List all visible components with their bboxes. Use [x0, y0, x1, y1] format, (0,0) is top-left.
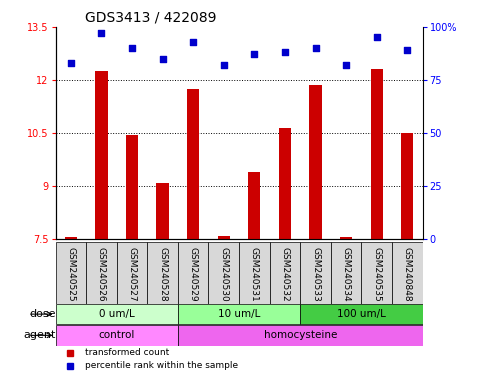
Text: 0 um/L: 0 um/L [99, 309, 135, 319]
Text: transformed count: transformed count [85, 348, 169, 357]
Text: GSM240527: GSM240527 [128, 247, 137, 301]
Text: control: control [99, 330, 135, 340]
Bar [126, 135, 138, 239]
FancyBboxPatch shape [392, 242, 423, 303]
Point [189, 39, 197, 45]
Point [373, 35, 381, 41]
Bar [370, 70, 383, 239]
Bar [65, 237, 77, 239]
Bar [310, 85, 322, 239]
FancyBboxPatch shape [300, 304, 423, 324]
Bar [218, 235, 230, 239]
Text: GSM240530: GSM240530 [219, 247, 228, 301]
FancyBboxPatch shape [178, 325, 423, 346]
Text: GSM240526: GSM240526 [97, 247, 106, 301]
FancyBboxPatch shape [56, 325, 178, 346]
Text: GSM240534: GSM240534 [341, 247, 351, 301]
FancyBboxPatch shape [178, 304, 300, 324]
Bar [95, 71, 108, 239]
Bar [248, 172, 260, 239]
Point [312, 45, 319, 51]
Text: agent: agent [23, 330, 56, 340]
FancyBboxPatch shape [331, 242, 361, 303]
Text: GSM240525: GSM240525 [66, 247, 75, 301]
Text: GSM240528: GSM240528 [158, 247, 167, 301]
Bar [187, 89, 199, 239]
Bar [401, 133, 413, 239]
Point [281, 49, 289, 55]
FancyBboxPatch shape [209, 242, 239, 303]
FancyBboxPatch shape [178, 242, 209, 303]
Bar [156, 182, 169, 239]
FancyBboxPatch shape [361, 242, 392, 303]
Point [98, 30, 105, 36]
FancyBboxPatch shape [270, 242, 300, 303]
Text: homocysteine: homocysteine [264, 330, 337, 340]
Text: GSM240535: GSM240535 [372, 247, 381, 301]
Point [220, 62, 227, 68]
Text: GDS3413 / 422089: GDS3413 / 422089 [85, 10, 216, 24]
FancyBboxPatch shape [56, 242, 86, 303]
FancyBboxPatch shape [86, 242, 117, 303]
FancyBboxPatch shape [239, 242, 270, 303]
Point [67, 60, 75, 66]
Text: dose: dose [29, 309, 56, 319]
FancyBboxPatch shape [117, 242, 147, 303]
Point [251, 51, 258, 58]
Text: percentile rank within the sample: percentile rank within the sample [85, 361, 238, 370]
Text: GSM240533: GSM240533 [311, 247, 320, 301]
Point [403, 47, 411, 53]
Text: GSM240531: GSM240531 [250, 247, 259, 301]
Text: 10 um/L: 10 um/L [218, 309, 260, 319]
Text: GSM240529: GSM240529 [189, 247, 198, 301]
Text: GSM240532: GSM240532 [281, 247, 289, 301]
Point [128, 45, 136, 51]
Point [342, 62, 350, 68]
FancyBboxPatch shape [147, 242, 178, 303]
Bar [340, 237, 352, 239]
FancyBboxPatch shape [56, 304, 178, 324]
Text: 100 um/L: 100 um/L [337, 309, 386, 319]
FancyBboxPatch shape [300, 242, 331, 303]
Text: GSM240848: GSM240848 [403, 247, 412, 301]
Point [159, 56, 167, 62]
Bar [279, 127, 291, 239]
